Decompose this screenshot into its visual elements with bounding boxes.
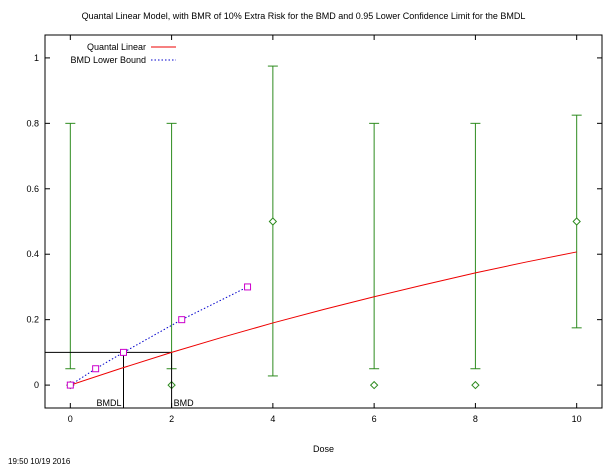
bmd-lower-bound-point <box>244 283 252 291</box>
bmd-lower-bound-point <box>92 365 100 373</box>
bmd-label: BMD <box>174 398 195 408</box>
chart-title: Quantal Linear Model, with BMR of 10% Ex… <box>81 11 526 21</box>
legend-label-bmd-lower-bound: BMD Lower Bound <box>70 55 146 65</box>
x-tick-label: 10 <box>572 414 582 424</box>
bmd-lower-bound-point <box>119 348 127 356</box>
y-tick-label: 0.8 <box>26 118 39 128</box>
x-tick-label: 8 <box>473 414 478 424</box>
data-point <box>369 380 379 390</box>
bmd-lower-bound-point <box>66 381 74 389</box>
bmd-lower-bound-point <box>178 316 186 324</box>
data-point <box>471 380 480 390</box>
x-tick-label: 6 <box>372 414 377 424</box>
timestamp: 19:50 10/19 2016 <box>8 457 71 466</box>
plot-frame <box>44 34 603 409</box>
y-tick-label: 0 <box>34 380 39 390</box>
x-tick-label: 0 <box>68 414 73 424</box>
y-tick-label: 0.2 <box>26 315 39 325</box>
y-tick-label: 0.4 <box>26 249 39 259</box>
x-axis-label: Dose <box>313 444 334 454</box>
bmdl-label: BMDL <box>96 398 121 408</box>
data-point <box>268 217 278 226</box>
x-tick-label: 4 <box>270 414 275 424</box>
legend-label-quantal-linear: Quantal Linear <box>86 42 146 52</box>
data-point <box>572 217 581 226</box>
y-tick-label: 0.6 <box>26 184 39 194</box>
series-quantal-linear <box>70 251 577 386</box>
x-tick-label: 2 <box>169 414 174 424</box>
y-tick-label: 1 <box>34 53 39 63</box>
